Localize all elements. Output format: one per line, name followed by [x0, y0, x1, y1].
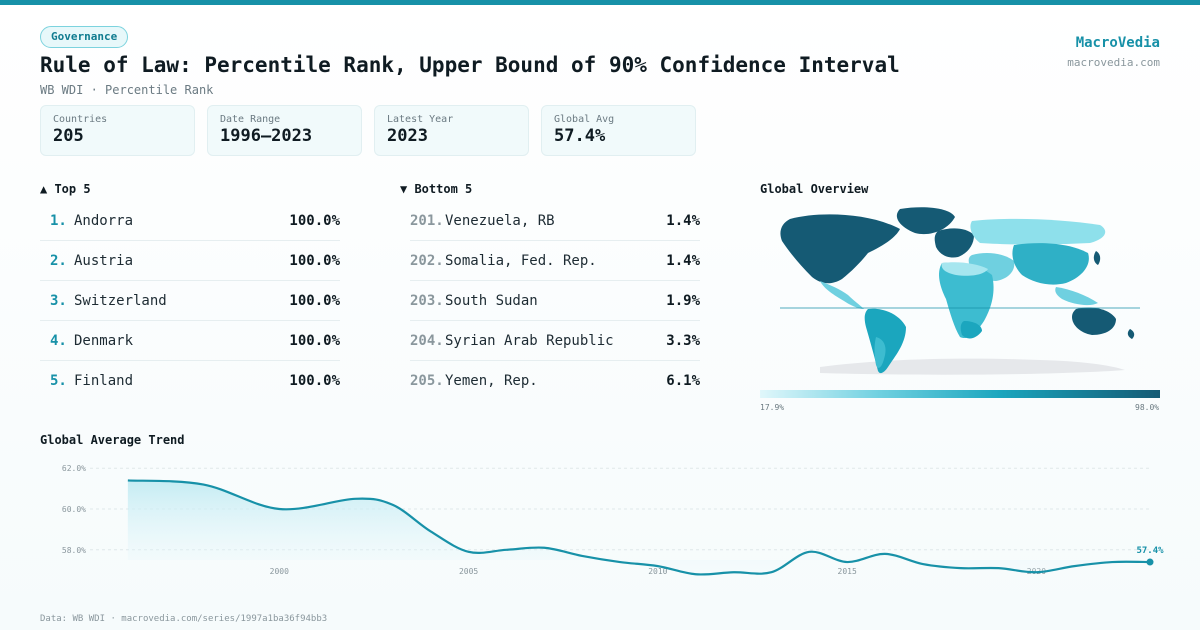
list-item[interactable]: 5. Finland 100.0% — [40, 361, 340, 401]
page-title: Rule of Law: Percentile Rank, Upper Boun… — [40, 53, 900, 77]
map-region-southeast-asia — [1055, 287, 1098, 306]
list-item[interactable]: 3. Switzerland 100.0% — [40, 281, 340, 321]
map-title: Global Overview — [760, 182, 869, 196]
x-tick-label: 2005 — [459, 567, 478, 576]
list-item[interactable]: 205. Yemen, Rep. 6.1% — [410, 361, 700, 401]
country-name: Andorra — [74, 212, 134, 229]
stat-label: Global Avg — [554, 114, 615, 125]
map-region-southern-africa — [960, 321, 982, 339]
y-tick-label: 62.0% — [62, 464, 86, 473]
stat-card-date-range: Date Range 1996–2023 — [207, 105, 362, 156]
rank-number: 201. — [410, 212, 444, 229]
rank-value: 100.0% — [289, 373, 340, 389]
trend-title: Global Average Trend — [40, 433, 185, 447]
rank-number: 5. — [50, 373, 67, 389]
map-region-japan — [1093, 251, 1101, 265]
country-name: Austria — [74, 252, 134, 269]
x-tick-label: 2000 — [270, 567, 289, 576]
stat-card-latest-year: Latest Year 2023 — [374, 105, 529, 156]
y-tick-label: 60.0% — [62, 505, 86, 514]
stat-label: Date Range — [220, 114, 281, 125]
rank-number: 3. — [50, 292, 67, 309]
rank-number: 1. — [50, 212, 67, 229]
map-region-new-zealand — [1127, 329, 1135, 339]
map-region-antarctica — [820, 358, 1125, 375]
country-name: Somalia, Fed. Rep. — [445, 252, 597, 269]
list-item[interactable]: 201. Venezuela, RB 1.4% — [410, 201, 700, 241]
rank-number: 204. — [410, 332, 444, 349]
world-choropleth-map[interactable] — [760, 205, 1160, 380]
x-tick-label: 2015 — [838, 567, 857, 576]
top5-list: 1. Andorra 100.0% 2. Austria 100.0% 3. Switze… — [40, 201, 340, 401]
map-region-southern-cone — [874, 337, 886, 368]
rank-value: 6.1% — [666, 373, 700, 389]
map-region-asia — [1012, 243, 1089, 285]
country-name: Yemen, Rep. — [445, 373, 538, 389]
bottom5-title: ▼ Bottom 5 — [400, 182, 473, 196]
map-region-africa — [939, 262, 994, 339]
country-name: Venezuela, RB — [445, 212, 555, 229]
list-item[interactable]: 203. South Sudan 1.9% — [410, 281, 700, 321]
last-point-marker[interactable] — [1146, 558, 1154, 566]
list-item[interactable]: 202. Somalia, Fed. Rep. 1.4% — [410, 241, 700, 281]
stat-card-countries: Countries 205 — [40, 105, 195, 156]
rank-number: 4. — [50, 332, 67, 349]
map-region-north-america — [780, 214, 900, 284]
x-tick-label: 2010 — [648, 567, 667, 576]
map-region-europe — [934, 228, 974, 258]
global-average-trend-chart[interactable]: 58.0%60.0%62.0%20002005201020152020 57.4… — [0, 450, 1200, 580]
stat-value: 205 — [53, 126, 84, 146]
map-region-russia — [970, 218, 1106, 245]
legend-min-label: 17.9% — [760, 403, 785, 412]
stat-value: 2023 — [387, 126, 428, 146]
rank-value: 100.0% — [289, 252, 340, 269]
map-region-greenland — [896, 207, 955, 235]
rank-number: 202. — [410, 252, 444, 269]
rank-value: 1.4% — [666, 212, 700, 229]
rank-number: 203. — [410, 292, 444, 309]
map-region-north-africa — [941, 262, 988, 276]
stat-card-global-avg: Global Avg 57.4% — [541, 105, 696, 156]
page-subtitle: WB WDI · Percentile Rank — [40, 83, 214, 97]
brand-url[interactable]: macrovedia.com — [1067, 56, 1160, 69]
top-accent-bar — [0, 0, 1200, 5]
rank-number: 2. — [50, 252, 67, 269]
list-item[interactable]: 2. Austria 100.0% — [40, 241, 340, 281]
bottom5-list: 201. Venezuela, RB 1.4% 202. Somalia, Fed. … — [410, 201, 700, 401]
country-name: Denmark — [74, 332, 134, 349]
list-item[interactable]: 4. Denmark 100.0% — [40, 321, 340, 361]
footer-source: Data: WB WDI · macrovedia.com/series/199… — [40, 614, 328, 624]
map-color-legend — [760, 390, 1160, 398]
brand-logo[interactable]: MacroVedia — [1075, 35, 1160, 51]
stat-label: Latest Year — [387, 114, 454, 125]
list-item[interactable]: 1. Andorra 100.0% — [40, 201, 340, 241]
rank-value: 100.0% — [289, 212, 340, 229]
last-value-label: 57.4% — [1136, 546, 1164, 556]
rank-value: 1.9% — [666, 292, 700, 309]
trend-area — [127, 480, 1151, 575]
stat-value: 1996–2023 — [220, 126, 313, 146]
stat-label: Countries — [53, 114, 108, 125]
y-tick-label: 58.0% — [62, 546, 86, 555]
top5-title: ▲ Top 5 — [40, 182, 91, 196]
trend-line — [127, 479, 1151, 576]
stat-value: 57.4% — [554, 126, 606, 146]
country-name: Switzerland — [74, 292, 167, 309]
rank-value: 100.0% — [289, 292, 340, 309]
category-badge[interactable]: Governance — [40, 26, 129, 48]
legend-max-label: 98.0% — [1135, 403, 1160, 412]
rank-value: 100.0% — [289, 332, 340, 349]
country-name: South Sudan — [445, 292, 538, 309]
rank-number: 205. — [410, 373, 444, 389]
country-name: Syrian Arab Republic — [445, 332, 614, 349]
list-item[interactable]: 204. Syrian Arab Republic 3.3% — [410, 321, 700, 361]
map-region-central-america — [820, 281, 864, 309]
rank-value: 3.3% — [666, 332, 700, 349]
map-region-australia — [1072, 307, 1116, 335]
rank-value: 1.4% — [666, 252, 700, 269]
country-name: Finland — [74, 373, 134, 389]
